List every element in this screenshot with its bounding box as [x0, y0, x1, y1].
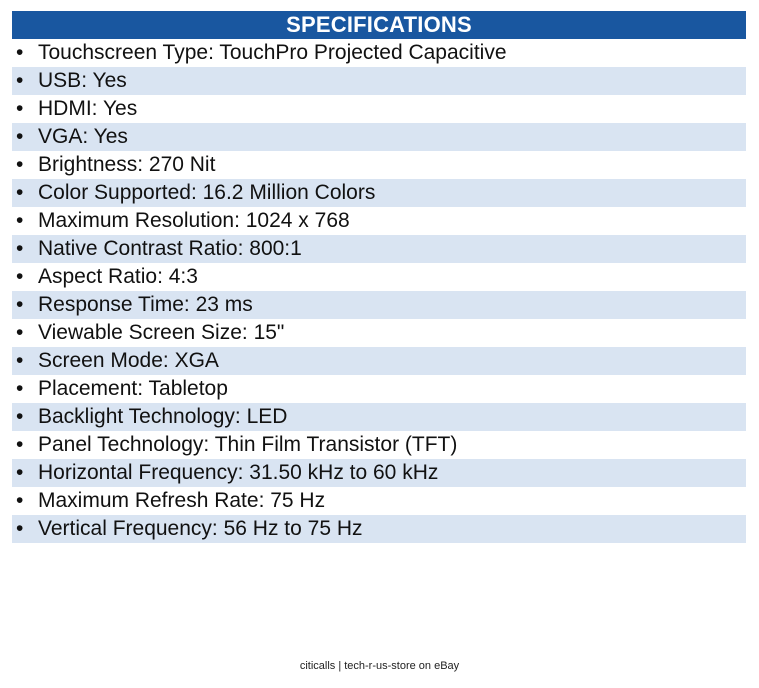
spec-label: Response Time — [38, 293, 184, 316]
spec-label: Vertical Frequency — [38, 517, 212, 540]
spec-value: 56 Hz to 75 Hz — [223, 517, 363, 540]
spec-value: Thin Film Transistor (TFT) — [214, 433, 458, 456]
spec-value: 75 Hz — [270, 489, 326, 512]
bullet-icon: • — [16, 125, 24, 148]
spec-row: • Touchscreen Type: TouchPro Projected Ca… — [12, 39, 746, 67]
spec-label: Maximum Refresh Rate — [38, 489, 259, 512]
spec-label: VGA — [38, 125, 83, 148]
bullet-icon: • — [16, 321, 24, 344]
bullet-icon: • — [16, 181, 24, 204]
bullet-icon: • — [16, 41, 24, 64]
spec-value: Yes — [92, 69, 127, 92]
spec-row: • Aspect Ratio: 4:3 — [12, 263, 746, 291]
spec-row: • Maximum Resolution: 1024 x 768 — [12, 207, 746, 235]
spec-row: • Backlight Technology: LED — [12, 403, 746, 431]
spec-label: Placement — [38, 377, 138, 400]
bullet-icon: • — [16, 97, 24, 120]
spec-value: 270 Nit — [148, 153, 216, 176]
bullet-icon: • — [16, 517, 24, 540]
spec-value: LED — [246, 405, 288, 428]
spec-row: • Placement: Tabletop — [12, 375, 746, 403]
spec-value: Yes — [93, 125, 128, 148]
spec-value: XGA — [174, 349, 219, 372]
spec-row: • VGA: Yes — [12, 123, 746, 151]
spec-value: 31.50 kHz to 60 kHz — [249, 461, 439, 484]
spec-list: • Touchscreen Type: TouchPro Projected Ca… — [12, 39, 746, 543]
bullet-icon: • — [16, 461, 24, 484]
spec-value: 23 ms — [195, 293, 253, 316]
spec-row: • Maximum Refresh Rate: 75 Hz — [12, 487, 746, 515]
spec-label: Color Supported — [38, 181, 191, 204]
spec-label: Native Contrast Ratio — [38, 237, 238, 260]
spec-row: • Screen Mode: XGA — [12, 347, 746, 375]
spec-row: • Horizontal Frequency: 31.50 kHz to 60 k… — [12, 459, 746, 487]
specifications-title: SPECIFICATIONS — [12, 11, 746, 39]
spec-value: 4:3 — [168, 265, 198, 288]
specifications-table: SPECIFICATIONS • Touchscreen Type: TouchP… — [12, 11, 746, 543]
bullet-icon: • — [16, 237, 24, 260]
spec-label: Panel Technology — [38, 433, 204, 456]
spec-row: • Panel Technology: Thin Film Transistor … — [12, 431, 746, 459]
bullet-icon: • — [16, 489, 24, 512]
footer-credit: citicalls | tech-r-us-store on eBay — [299, 660, 460, 672]
spec-label: Backlight Technology — [38, 405, 235, 428]
spec-label: Horizontal Frequency — [38, 461, 238, 484]
spec-value: Tabletop — [148, 377, 228, 400]
spec-label: Viewable Screen Size — [38, 321, 242, 344]
spec-value: 15" — [253, 321, 285, 344]
spec-label: Screen Mode — [38, 349, 163, 372]
spec-label: USB — [38, 69, 82, 92]
spec-row: • Brightness: 270 Nit — [12, 151, 746, 179]
bullet-icon: • — [16, 349, 24, 372]
spec-row: • Vertical Frequency: 56 Hz to 75 Hz — [12, 515, 746, 543]
spec-row: • Color Supported: 16.2 Million Colors — [12, 179, 746, 207]
bullet-icon: • — [16, 265, 24, 288]
spec-label: Maximum Resolution — [38, 209, 235, 232]
spec-row: • Response Time: 23 ms — [12, 291, 746, 319]
spec-value: 1024 x 768 — [245, 209, 350, 232]
spec-row: • USB: Yes — [12, 67, 746, 95]
spec-value: Yes — [102, 97, 138, 120]
bullet-icon: • — [16, 293, 24, 316]
spec-value: 800:1 — [249, 237, 302, 260]
bullet-icon: • — [16, 405, 24, 428]
bullet-icon: • — [16, 209, 24, 232]
spec-label: Brightness — [38, 153, 138, 176]
spec-row: • HDMI: Yes — [12, 95, 746, 123]
bullet-icon: • — [16, 433, 24, 456]
spec-value: 16.2 Million Colors — [202, 181, 376, 204]
spec-label: Aspect Ratio — [38, 265, 158, 288]
spec-row: • Native Contrast Ratio: 800:1 — [12, 235, 746, 263]
spec-label: Touchscreen Type — [38, 41, 209, 64]
spec-row: • Viewable Screen Size: 15" — [12, 319, 746, 347]
spec-label: HDMI — [38, 97, 92, 120]
bullet-icon: • — [16, 69, 24, 92]
bullet-icon: • — [16, 377, 24, 400]
bullet-icon: • — [16, 153, 24, 176]
spec-value: TouchPro Projected Capacitive — [219, 41, 507, 64]
